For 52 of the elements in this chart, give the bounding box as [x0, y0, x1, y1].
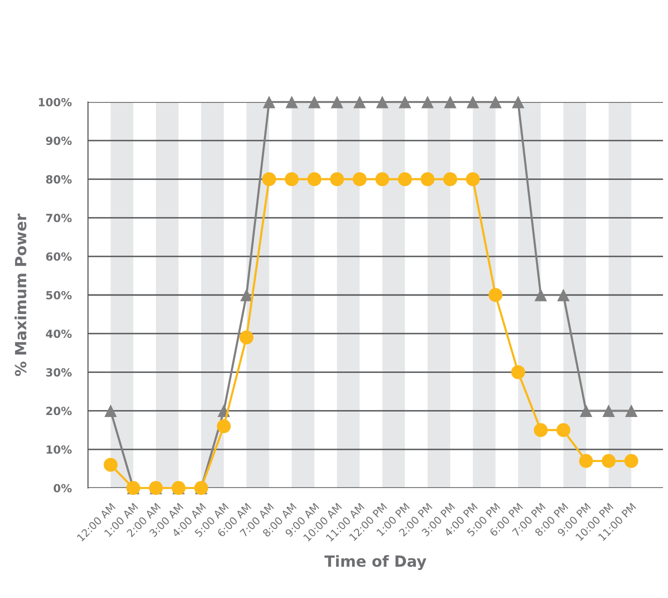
point	[307, 172, 322, 186]
x-axis-title: Time of Day	[324, 555, 426, 570]
y-tick-label: 100%	[38, 98, 72, 106]
point	[511, 365, 526, 380]
point	[489, 96, 502, 108]
y-tick-label: 20%	[46, 406, 72, 416]
y-tick-label: 10%	[46, 445, 72, 454]
point	[104, 404, 117, 418]
point	[466, 172, 480, 186]
point	[240, 330, 254, 344]
point	[534, 288, 548, 302]
point	[624, 454, 638, 468]
point	[420, 172, 435, 186]
point	[512, 96, 524, 108]
point	[308, 96, 321, 108]
point	[625, 404, 638, 418]
point	[398, 96, 412, 108]
point	[262, 96, 276, 108]
point	[580, 404, 592, 418]
point	[375, 172, 390, 186]
y-tick-label: 70%	[46, 214, 72, 222]
point	[284, 172, 299, 186]
point	[285, 96, 298, 108]
point	[376, 96, 389, 108]
point	[398, 172, 412, 186]
y-tick-label: 30%	[46, 368, 72, 377]
y-tick-label: 90%	[46, 136, 72, 145]
point	[556, 423, 570, 438]
y-tick-label: 40%	[46, 330, 72, 338]
point	[262, 172, 276, 186]
point	[444, 96, 456, 108]
point	[353, 96, 366, 108]
point	[330, 96, 344, 108]
y-axis-title: % Maximum Power	[14, 214, 26, 376]
point	[579, 454, 593, 468]
point	[602, 404, 615, 418]
y-tick-label: 0%	[54, 484, 72, 492]
point	[240, 288, 253, 302]
point	[352, 172, 367, 186]
point	[488, 288, 502, 302]
y-tick-label: 60%	[46, 252, 72, 261]
point	[330, 172, 344, 186]
point	[466, 96, 480, 108]
y-tick-label: 50%	[46, 290, 72, 300]
point	[557, 288, 570, 302]
point	[216, 419, 231, 434]
point	[104, 458, 118, 472]
point	[421, 96, 434, 108]
y-tick-label: 80%	[46, 175, 72, 184]
point	[602, 454, 616, 468]
point	[534, 423, 548, 438]
point	[443, 172, 458, 186]
